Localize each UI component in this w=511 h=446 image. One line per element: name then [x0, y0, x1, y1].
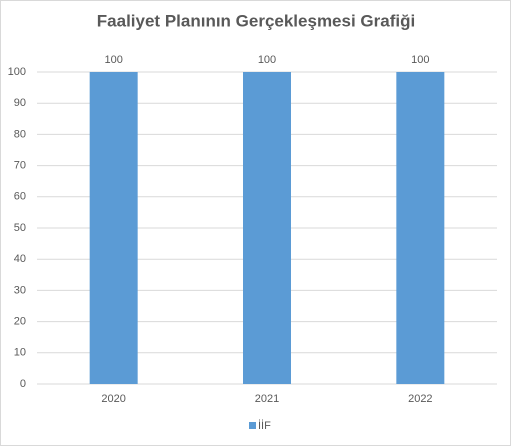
y-tick-label: 90	[14, 97, 26, 109]
data-label: 100	[104, 54, 122, 66]
x-tick-label: 2020	[101, 393, 125, 405]
legend-label: İİF	[258, 419, 271, 432]
data-label: 100	[411, 54, 429, 66]
y-tick-label: 40	[14, 253, 26, 265]
y-tick-label: 30	[14, 284, 26, 296]
y-tick-label: 70	[14, 160, 26, 172]
y-tick-label: 50	[14, 222, 26, 234]
y-tick-label: 80	[14, 128, 26, 140]
legend-swatch	[249, 422, 256, 429]
chart-title: Faaliyet Planının Gerçekleşmesi Grafiği	[97, 11, 415, 30]
y-tick-label: 60	[14, 191, 26, 203]
y-tick-label: 10	[14, 347, 26, 359]
x-tick-label: 2021	[255, 393, 279, 405]
data-label: 100	[258, 54, 276, 66]
y-tick-label: 20	[14, 316, 26, 328]
bar	[243, 72, 291, 384]
y-tick-label: 0	[20, 378, 26, 390]
bar	[89, 72, 138, 384]
y-tick-label: 100	[8, 66, 26, 78]
x-tick-label: 2022	[408, 393, 432, 405]
bar	[396, 72, 445, 384]
